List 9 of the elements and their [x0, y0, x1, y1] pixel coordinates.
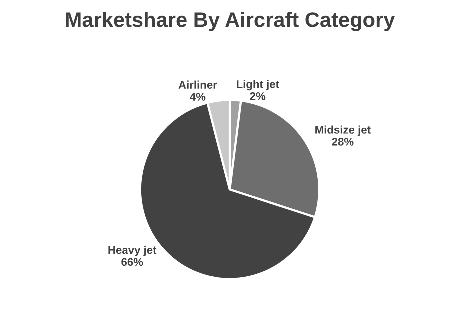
slice-label: Light jet — [237, 80, 280, 91]
slice-label: Midsize jet — [316, 126, 371, 136]
data-label: 4% — [190, 93, 206, 101]
data-label: 28% — [332, 138, 354, 146]
data-label: 2% — [250, 92, 266, 100]
data-label: 66% — [122, 258, 144, 266]
slice-label: Airliner — [178, 80, 218, 89]
slice-label: Heavy jet — [108, 246, 157, 256]
chart-title: Marketshare By Aircraft Category — [66, 12, 396, 32]
